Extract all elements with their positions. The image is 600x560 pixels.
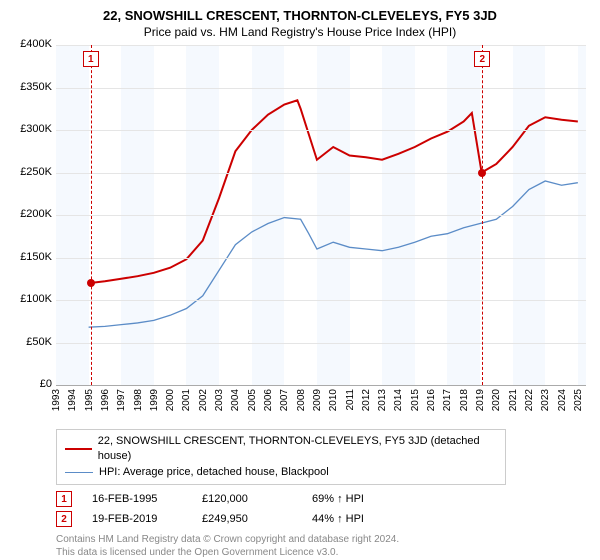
- x-axis-label: 2010: [328, 389, 339, 411]
- event-row-badge: 1: [56, 491, 72, 507]
- x-axis-label: 2008: [296, 389, 307, 411]
- x-axis-label: 2015: [410, 389, 421, 411]
- event-dot-1: [87, 279, 95, 287]
- y-axis-label: £200K: [10, 208, 52, 220]
- footnote-line-2: This data is licensed under the Open Gov…: [56, 546, 590, 559]
- event-badge-2: 2: [474, 51, 490, 67]
- y-axis-label: £0: [10, 378, 52, 390]
- event-row-price: £249,950: [202, 513, 292, 525]
- gridline: [56, 300, 586, 301]
- x-axis-label: 1996: [100, 389, 111, 411]
- container: 22, SNOWSHILL CRESCENT, THORNTON-CLEVELE…: [0, 0, 600, 560]
- x-axis-label: 2013: [377, 389, 388, 411]
- x-axis-label: 1998: [133, 389, 144, 411]
- page-subtitle: Price paid vs. HM Land Registry's House …: [10, 25, 590, 39]
- event-row-date: 19-FEB-2019: [92, 513, 182, 525]
- x-axis-label: 1997: [116, 389, 127, 411]
- y-axis-label: £250K: [10, 166, 52, 178]
- x-axis-label: 2023: [540, 389, 551, 411]
- x-axis-label: 2018: [459, 389, 470, 411]
- event-row-price: £120,000: [202, 493, 292, 505]
- events-table: 1 16-FEB-1995 £120,000 69% ↑ HPI 2 19-FEB-201…: [56, 491, 590, 527]
- legend-row-hpi: HPI: Average price, detached house, Blac…: [65, 465, 497, 480]
- y-axis-label: £350K: [10, 81, 52, 93]
- x-axis-label: 2005: [247, 389, 258, 411]
- x-axis-label: 1999: [149, 389, 160, 411]
- legend-swatch: [65, 448, 92, 450]
- series-price_paid: [90, 100, 578, 283]
- y-axis-label: £100K: [10, 293, 52, 305]
- y-axis-label: £400K: [10, 38, 52, 50]
- x-axis-label: 1993: [51, 389, 62, 411]
- gridline: [56, 88, 586, 89]
- legend-label: 22, SNOWSHILL CRESCENT, THORNTON-CLEVELE…: [98, 434, 497, 465]
- x-axis-label: 2009: [312, 389, 323, 411]
- x-axis-label: 2025: [573, 389, 584, 411]
- y-axis-label: £150K: [10, 251, 52, 263]
- x-axis-label: 2020: [491, 389, 502, 411]
- x-axis-label: 2002: [198, 389, 209, 411]
- legend-label: HPI: Average price, detached house, Blac…: [99, 465, 329, 480]
- x-axis-label: 2021: [508, 389, 519, 411]
- event-row-badge: 2: [56, 511, 72, 527]
- event-row-date: 16-FEB-1995: [92, 493, 182, 505]
- footnote-line-1: Contains HM Land Registry data © Crown c…: [56, 533, 590, 546]
- y-axis-label: £300K: [10, 123, 52, 135]
- event-row-pct: 44% ↑ HPI: [312, 513, 402, 525]
- x-axis-label: 2014: [393, 389, 404, 411]
- gridline: [56, 215, 586, 216]
- event-row-2: 2 19-FEB-2019 £249,950 44% ↑ HPI: [56, 511, 590, 527]
- event-dot-2: [478, 169, 486, 177]
- x-axis-label: 2001: [181, 389, 192, 411]
- chart-svg: [10, 45, 590, 425]
- y-axis-label: £50K: [10, 336, 52, 348]
- chart-area: £0£50K£100K£150K£200K£250K£300K£350K£400…: [10, 45, 590, 425]
- x-axis: [56, 385, 586, 386]
- event-badge-1: 1: [83, 51, 99, 67]
- event-line-2: [482, 45, 483, 385]
- x-axis-label: 2017: [442, 389, 453, 411]
- x-axis-label: 2003: [214, 389, 225, 411]
- gridline: [56, 258, 586, 259]
- x-axis-label: 2007: [279, 389, 290, 411]
- legend-swatch: [65, 472, 93, 473]
- page-title: 22, SNOWSHILL CRESCENT, THORNTON-CLEVELE…: [10, 8, 590, 23]
- x-axis-label: 2006: [263, 389, 274, 411]
- legend-row-price_paid: 22, SNOWSHILL CRESCENT, THORNTON-CLEVELE…: [65, 434, 497, 465]
- x-axis-label: 2012: [361, 389, 372, 411]
- x-axis-label: 2024: [557, 389, 568, 411]
- x-axis-label: 1994: [67, 389, 78, 411]
- event-row-pct: 69% ↑ HPI: [312, 493, 402, 505]
- x-axis-label: 2011: [345, 389, 356, 411]
- x-axis-label: 2022: [524, 389, 535, 411]
- legend: 22, SNOWSHILL CRESCENT, THORNTON-CLEVELE…: [56, 429, 506, 485]
- event-row-1: 1 16-FEB-1995 £120,000 69% ↑ HPI: [56, 491, 590, 507]
- x-axis-label: 2000: [165, 389, 176, 411]
- gridline: [56, 45, 586, 46]
- gridline: [56, 343, 586, 344]
- x-axis-label: 2016: [426, 389, 437, 411]
- x-axis-label: 1995: [84, 389, 95, 411]
- gridline: [56, 130, 586, 131]
- gridline: [56, 173, 586, 174]
- event-line-1: [91, 45, 92, 385]
- x-axis-label: 2019: [475, 389, 486, 411]
- footnote: Contains HM Land Registry data © Crown c…: [56, 533, 590, 559]
- series-hpi: [89, 181, 578, 327]
- x-axis-label: 2004: [230, 389, 241, 411]
